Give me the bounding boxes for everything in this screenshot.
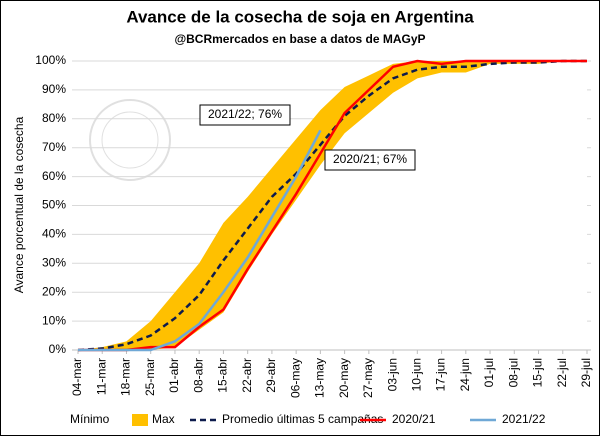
x-tick-label: 01-abr [167,358,181,393]
x-tick-label: 04-mar [70,358,84,396]
legend-swatch [132,414,148,426]
x-tick-label: 29-jul [579,358,593,387]
x-tick-label: 25-mar [143,358,157,396]
x-tick-label: 22-abr [240,358,254,393]
x-tick-label: 15-jul [531,358,545,387]
line [77,59,587,352]
y-tick-label: 80% [42,111,66,125]
annotation: 2021/22; 76% [208,107,282,121]
legend-label: Max [152,412,175,426]
annotation-box [199,104,291,126]
x-tick-label: 06-may [288,358,302,398]
x-tick-label: 29-abr [264,358,278,393]
y-tick-label: 50% [42,198,66,212]
y-tick-label: 30% [42,255,66,269]
y-tick-label: 20% [42,284,66,298]
legend-label: Promedio últimas 5 campañas [222,412,383,426]
y-tick-label: 70% [42,140,66,154]
annotation-box [324,149,416,171]
x-tick-label: 27-may [361,358,375,398]
chart-title: Avance de la cosecha de soja en Argentin… [126,7,474,26]
x-tick-label: 08-abr [191,358,205,393]
x-tick-label: 10-jun [410,358,424,391]
x-tick-label: 03-jun [385,358,399,391]
legend-label: Mínimo [70,412,110,426]
y-tick-label: 100% [35,53,66,67]
y-axis-label: Avance porcentual de la cosecha [12,116,26,293]
y-tick-label: 10% [42,313,66,327]
x-tick-label: 11-mar [94,358,108,395]
watermark [89,99,171,181]
chart-subtitle: @BCRmercados en base a datos de MAGyP [174,32,425,46]
x-tick-label: 18-mar [119,358,133,396]
area [78,61,587,350]
legend-label: 2021/22 [502,412,546,426]
x-tick-label: 20-may [337,358,351,398]
x-tick-label: 17-jun [434,358,448,391]
x-tick-label: 15-abr [216,358,230,393]
legend-label: 2020/21 [392,412,436,426]
y-tick-label: 0% [49,342,67,356]
x-tick-label: 22-jul [555,358,569,387]
x-tick-label: 24-jun [458,358,472,391]
x-tick-label: 08-jul [506,358,520,387]
y-tick-label: 60% [42,169,66,183]
y-tick-label: 90% [42,82,66,96]
line [78,129,322,352]
y-tick-label: 40% [42,227,66,241]
line [78,59,587,352]
x-tick-label: 13-may [313,358,327,398]
annotation: 2020/21; 67% [333,152,407,166]
x-tick-label: 01-jul [482,358,496,387]
